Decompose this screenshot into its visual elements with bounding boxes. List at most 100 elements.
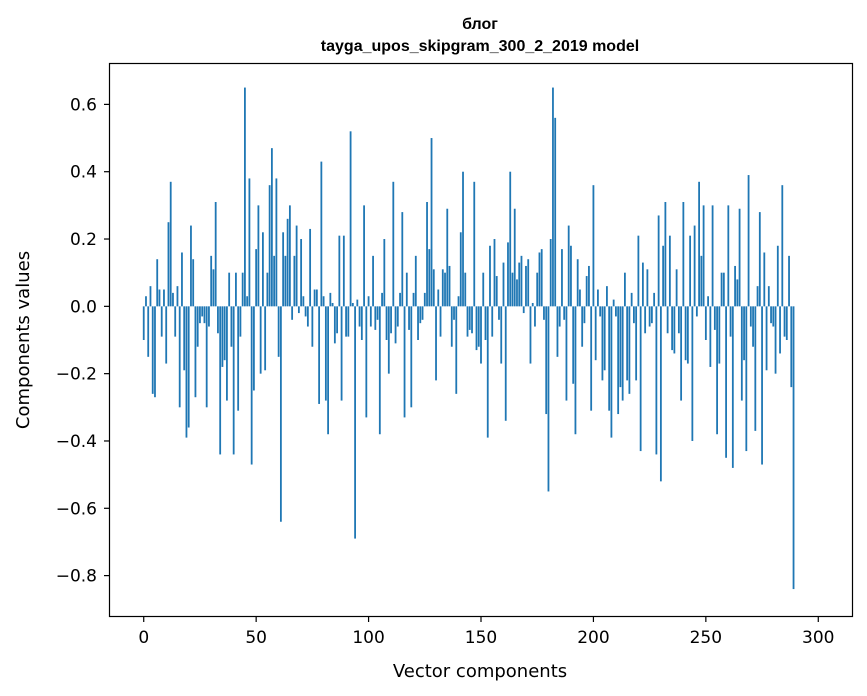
bar-252 — [709, 306, 712, 367]
bar-132 — [439, 306, 442, 337]
bar-76 — [313, 289, 316, 307]
bar-110 — [390, 306, 392, 334]
bar-22 — [192, 259, 195, 307]
bar-185 — [558, 306, 561, 327]
bar-126 — [426, 202, 428, 307]
bar-163 — [509, 171, 512, 307]
bar-207 — [608, 306, 611, 411]
bar-182 — [552, 87, 554, 307]
bar-135 — [446, 208, 449, 307]
bar-87 — [338, 235, 341, 307]
bar-116 — [403, 306, 406, 418]
bar-273 — [756, 286, 759, 307]
bar-198 — [588, 265, 590, 307]
bar-33 — [217, 306, 219, 334]
bar-79 — [320, 161, 323, 307]
bar-119 — [410, 306, 413, 408]
bar-242 — [686, 306, 689, 364]
bar-59 — [275, 178, 278, 307]
bar-25 — [199, 306, 201, 324]
bar-1 — [145, 296, 147, 307]
bar-107 — [383, 239, 386, 307]
bar-82 — [327, 306, 329, 435]
bar-172 — [529, 306, 532, 364]
bar-173 — [531, 302, 534, 307]
bar-191 — [572, 306, 575, 384]
bar-224 — [646, 269, 649, 307]
bar-167 — [518, 262, 521, 307]
y-tick-label: −0.8 — [56, 567, 97, 587]
bar-3 — [149, 286, 152, 307]
bar-269 — [747, 175, 750, 307]
bar-237 — [675, 269, 678, 307]
bar-147 — [473, 181, 476, 307]
bar-35 — [221, 306, 224, 367]
bar-282 — [776, 245, 779, 307]
bar-151 — [482, 272, 485, 307]
x-axis-label: Vector components — [393, 661, 567, 682]
bar-30 — [210, 255, 213, 307]
bar-157 — [495, 276, 498, 307]
bar-246 — [695, 306, 698, 317]
bar-88 — [340, 306, 343, 401]
bar-118 — [408, 306, 410, 330]
bar-177 — [540, 249, 543, 307]
bar-112 — [394, 306, 397, 344]
bar-244 — [691, 306, 694, 441]
bar-134 — [444, 272, 446, 307]
bar-138 — [453, 306, 455, 320]
y-axis-ticks: −0.8 −0.6 −0.4 −0.2 0.0 0.2 0.4 0.6 — [56, 95, 110, 587]
bar-137 — [450, 306, 453, 347]
bar-109 — [387, 306, 390, 374]
bar-285 — [783, 306, 786, 337]
bar-49 — [253, 306, 255, 391]
bar-75 — [311, 306, 314, 347]
x-tick-label: 150 — [465, 628, 497, 648]
x-tick-label: 300 — [802, 628, 834, 648]
bar-257 — [720, 272, 723, 307]
x-tick-label: 200 — [577, 628, 609, 648]
bar-275 — [761, 306, 763, 465]
bar-95 — [356, 299, 359, 307]
chart-title: блог — [462, 16, 498, 33]
bar-85 — [333, 306, 336, 344]
bar-149 — [477, 306, 480, 347]
chart-subtitle: tayga_upos_skipgram_300_2_2019 model — [321, 38, 639, 55]
y-tick-label: 0.2 — [70, 230, 97, 250]
y-axis-label: Components values — [13, 251, 34, 429]
bar-80 — [322, 296, 325, 307]
bar-218 — [633, 306, 635, 324]
bar-192 — [574, 306, 577, 435]
bar-41 — [235, 272, 237, 307]
bar-106 — [381, 292, 383, 307]
bar-64 — [286, 218, 289, 307]
bar-208 — [610, 306, 613, 438]
bar-152 — [484, 306, 487, 340]
bar-155 — [491, 306, 494, 337]
bar-227 — [653, 292, 656, 307]
y-tick-label: 0.0 — [70, 297, 97, 317]
bar-46 — [246, 296, 249, 307]
bar-44 — [241, 272, 244, 307]
bar-111 — [392, 181, 395, 307]
bar-101 — [369, 306, 372, 327]
bar-212 — [619, 306, 622, 388]
bar-175 — [536, 272, 539, 307]
bar-263 — [734, 265, 736, 307]
bar-130 — [435, 306, 437, 381]
bar-54 — [264, 306, 267, 371]
bar-278 — [767, 286, 770, 307]
bar-24 — [196, 306, 199, 347]
bar-145 — [468, 306, 471, 330]
bar-123 — [419, 306, 422, 324]
bar-20 — [187, 306, 190, 428]
bar-52 — [259, 306, 262, 374]
bar-205 — [603, 306, 606, 371]
y-tick-label: −0.2 — [56, 365, 97, 385]
bar-36 — [223, 306, 226, 361]
bar-217 — [630, 292, 633, 307]
bar-14 — [174, 306, 177, 337]
bar-63 — [284, 255, 287, 307]
bar-40 — [232, 306, 235, 455]
bar-210 — [615, 306, 617, 317]
